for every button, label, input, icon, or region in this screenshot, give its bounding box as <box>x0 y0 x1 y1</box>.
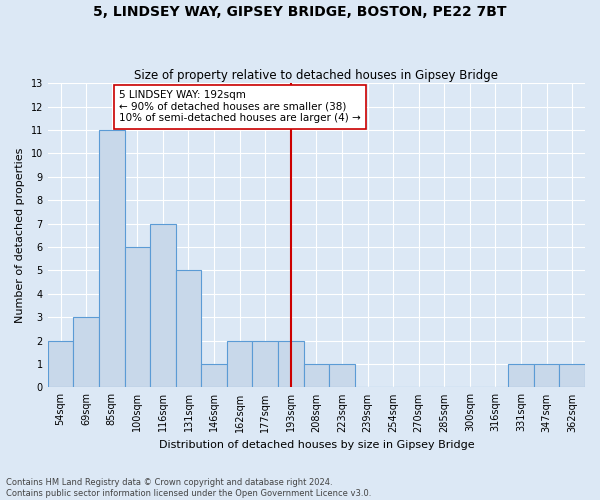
Bar <box>253 340 278 388</box>
Text: Contains HM Land Registry data © Crown copyright and database right 2024.
Contai: Contains HM Land Registry data © Crown c… <box>6 478 371 498</box>
Bar <box>150 224 176 388</box>
Y-axis label: Number of detached properties: Number of detached properties <box>15 148 25 323</box>
Bar <box>48 340 73 388</box>
Title: Size of property relative to detached houses in Gipsey Bridge: Size of property relative to detached ho… <box>134 69 499 82</box>
Bar <box>559 364 585 388</box>
Bar <box>329 364 355 388</box>
Bar <box>278 340 304 388</box>
Text: 5, LINDSEY WAY, GIPSEY BRIDGE, BOSTON, PE22 7BT: 5, LINDSEY WAY, GIPSEY BRIDGE, BOSTON, P… <box>93 5 507 19</box>
Bar <box>304 364 329 388</box>
Bar <box>534 364 559 388</box>
Text: 5 LINDSEY WAY: 192sqm
← 90% of detached houses are smaller (38)
10% of semi-deta: 5 LINDSEY WAY: 192sqm ← 90% of detached … <box>119 90 361 124</box>
Bar <box>73 317 99 388</box>
X-axis label: Distribution of detached houses by size in Gipsey Bridge: Distribution of detached houses by size … <box>158 440 474 450</box>
Bar <box>125 247 150 388</box>
Bar <box>99 130 125 388</box>
Bar <box>227 340 253 388</box>
Bar <box>508 364 534 388</box>
Bar <box>176 270 201 388</box>
Bar <box>201 364 227 388</box>
